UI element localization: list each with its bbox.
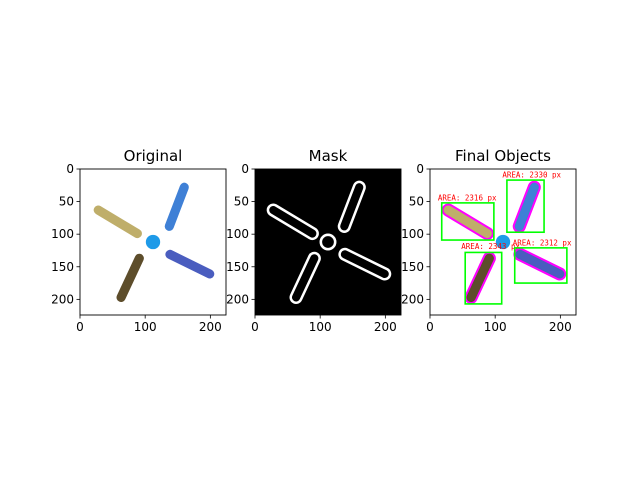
center-circle-object (145, 234, 161, 250)
image-area-mask (266, 180, 392, 304)
y-tick-label: 0 (241, 162, 249, 176)
area-label: AREA: 2343 px (461, 242, 520, 251)
center-circle-object (495, 234, 511, 250)
panel-title-mask: Mask (309, 147, 348, 165)
capsule-object (164, 182, 189, 231)
capsule-object (515, 249, 565, 279)
x-tick-label: 100 (484, 320, 507, 334)
y-tick-label: 200 (226, 292, 249, 306)
y-tick-label: 0 (416, 162, 424, 176)
axes-frame-mask (254, 168, 402, 316)
capsule-object (443, 205, 492, 239)
x-tick-label: 200 (549, 320, 572, 334)
x-tick-label: 0 (76, 320, 84, 334)
axes-frame-original (79, 168, 227, 316)
x-tick-label: 100 (134, 320, 157, 334)
x-tick-label: 0 (426, 320, 434, 334)
x-tick-label: 0 (251, 320, 259, 334)
y-tick-label: 150 (401, 260, 424, 274)
mask-capsule-interior (292, 254, 319, 302)
y-tick-label: 50 (409, 195, 424, 209)
panel-final-objects: Final Objects AREA: 2330 px AREA: 2316 px… (401, 147, 577, 334)
bounding-box (440, 202, 495, 241)
panel-title-original: Original (124, 147, 183, 165)
y-tick-label: 100 (226, 227, 249, 241)
bounding-box (506, 179, 545, 234)
bounding-box (464, 251, 503, 305)
area-label: AREA: 2316 px (438, 193, 497, 202)
y-tick-label: 50 (234, 195, 249, 209)
mask-capsule-interior (340, 183, 364, 231)
capsule-object (466, 253, 494, 302)
capsule-object (165, 249, 215, 279)
mask-capsule-interior (269, 206, 317, 238)
bounding-box (513, 247, 568, 284)
y-tick-label: 100 (401, 227, 424, 241)
box-layer-final: AREA: 2330 px AREA: 2316 px AREA: 2343 pxA… (438, 170, 572, 305)
panel-background-mask (255, 169, 401, 315)
x-tick-label: 100 (309, 320, 332, 334)
capsule-object (514, 182, 539, 231)
y-tick-label: 150 (226, 260, 249, 274)
image-area-original (93, 182, 215, 302)
capsule-object (93, 205, 142, 239)
y-tick-label: 200 (401, 292, 424, 306)
y-tick-label: 50 (59, 195, 74, 209)
axes-frame-final (429, 168, 577, 316)
x-tick-label: 200 (199, 320, 222, 334)
mask-center-circle-outline (319, 233, 337, 251)
y-tick-label: 200 (51, 292, 74, 306)
x-tick-label: 200 (374, 320, 397, 334)
y-tick-label: 100 (51, 227, 74, 241)
mask-capsule-interior (340, 250, 389, 278)
panel-title-final-objects: Final Objects (455, 147, 551, 165)
area-label: AREA: 2330 px (502, 170, 561, 179)
area-label: AREA: 2312 px (513, 238, 572, 247)
capsule-object (116, 253, 144, 302)
y-tick-label: 150 (51, 260, 74, 274)
y-tick-label: 0 (66, 162, 74, 176)
image-area-final (441, 180, 567, 304)
